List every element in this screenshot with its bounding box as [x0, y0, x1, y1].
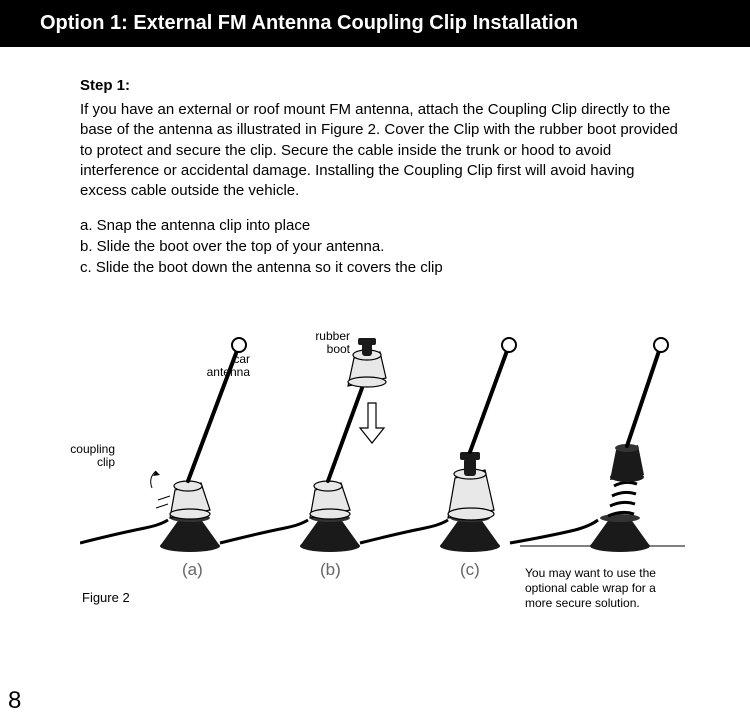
sub-label-c: (c) — [460, 560, 480, 580]
step-list: a. Snap the antenna clip into place b. S… — [80, 215, 680, 278]
diagram-wrap — [510, 338, 685, 552]
step-label: Step 1: — [80, 77, 680, 94]
header-bar: Option 1: External FM Antenna Coupling C… — [0, 0, 750, 47]
diagram-a — [80, 338, 246, 552]
side-note: You may want to use the optional cable w… — [525, 566, 685, 611]
list-item-a: a. Snap the antenna clip into place — [80, 215, 680, 236]
sub-label-b: (b) — [320, 560, 341, 580]
list-item-c: c. Slide the boot down the antenna so it… — [80, 257, 680, 278]
sub-label-a: (a) — [182, 560, 203, 580]
figure-caption: Figure 2 — [82, 590, 130, 605]
content-area: Step 1: If you have an external or roof … — [0, 47, 750, 628]
header-title: Option 1: External FM Antenna Coupling C… — [40, 12, 578, 34]
list-item-b: b. Slide the boot over the top of your a… — [80, 236, 680, 257]
step-body: If you have an external or roof mount FM… — [80, 100, 680, 201]
diagram-b — [220, 338, 386, 552]
figure-area: coupling clip car antenna rubber boot — [80, 328, 680, 628]
page-number: 8 — [8, 687, 21, 715]
